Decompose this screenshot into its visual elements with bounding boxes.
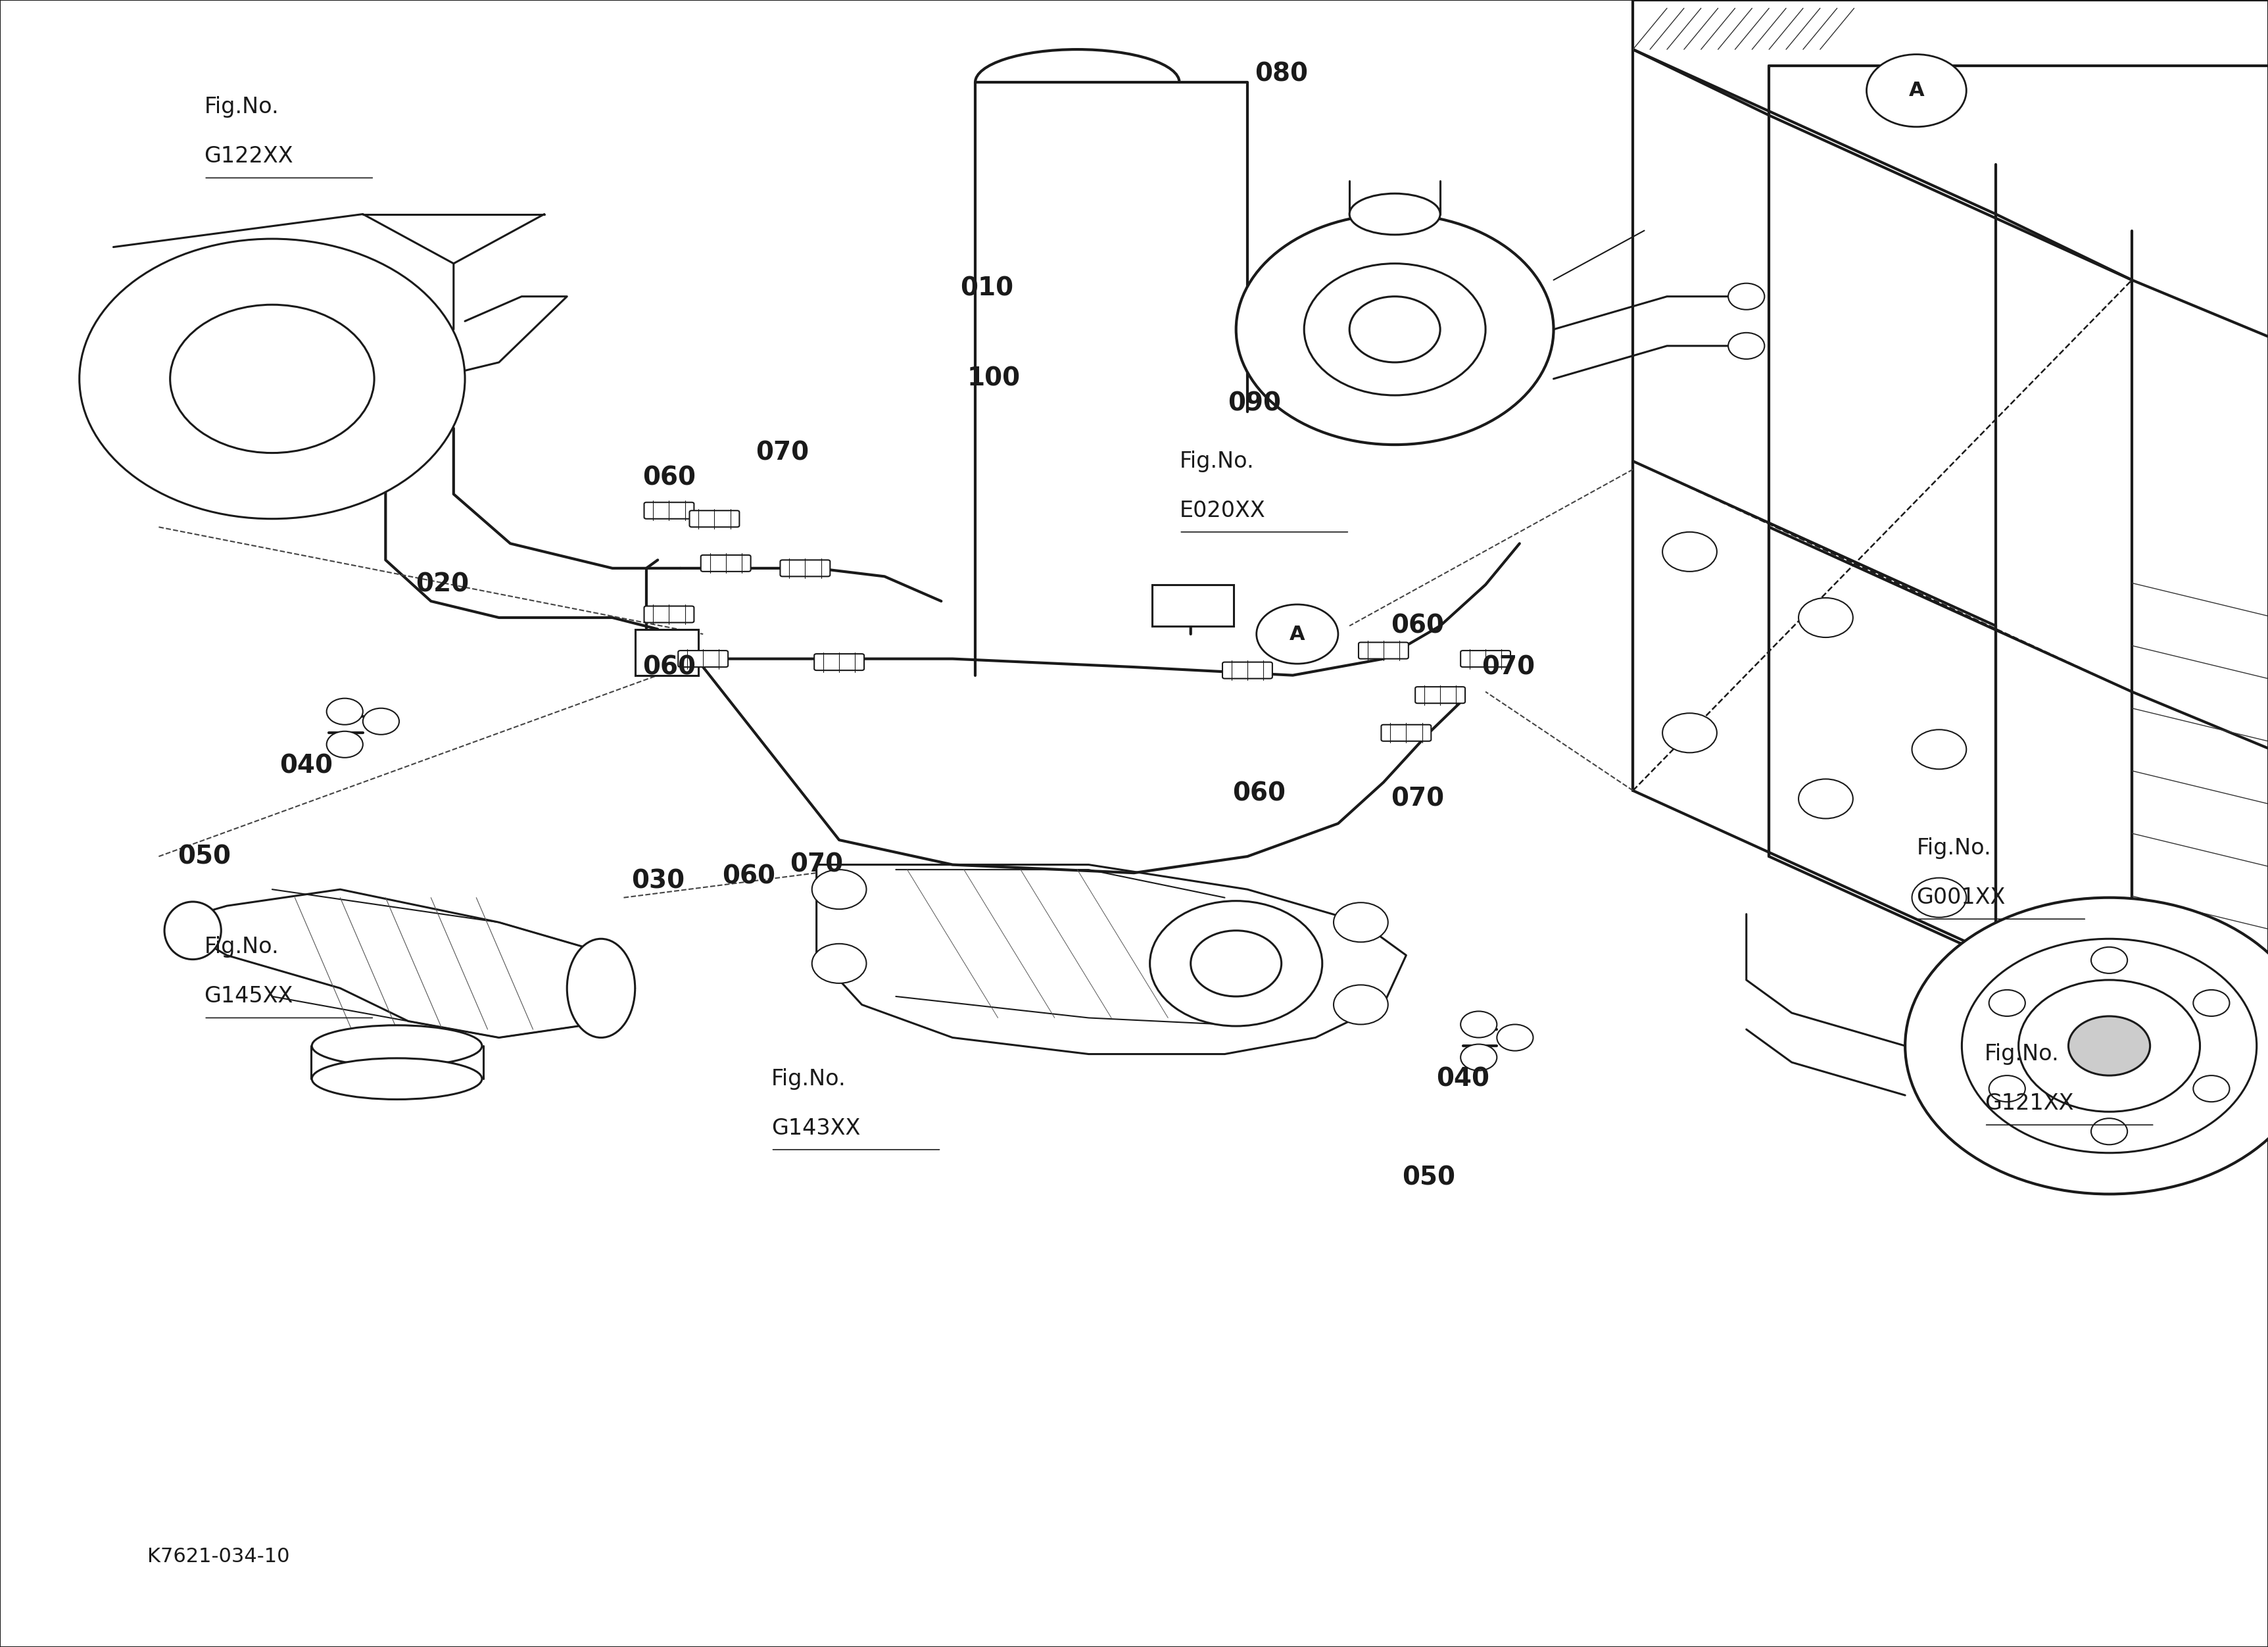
Ellipse shape [311, 1024, 481, 1067]
Circle shape [1461, 1044, 1497, 1071]
Text: G143XX: G143XX [771, 1117, 860, 1140]
Circle shape [1349, 296, 1440, 362]
Text: 060: 060 [642, 654, 696, 680]
Text: 060: 060 [721, 863, 776, 889]
Circle shape [1662, 532, 1717, 572]
Text: 070: 070 [1481, 654, 1535, 680]
FancyBboxPatch shape [644, 606, 694, 623]
Text: 080: 080 [1254, 61, 1309, 87]
FancyBboxPatch shape [1415, 687, 1465, 703]
Text: 020: 020 [415, 572, 469, 598]
FancyBboxPatch shape [1222, 662, 1272, 679]
Text: 100: 100 [966, 366, 1021, 392]
Text: 070: 070 [755, 440, 810, 466]
Text: 040: 040 [1436, 1066, 1490, 1092]
Circle shape [2019, 980, 2200, 1112]
Text: E020XX: E020XX [1179, 499, 1266, 522]
Text: Fig.No.: Fig.No. [204, 935, 279, 959]
Ellipse shape [163, 903, 222, 959]
Text: 010: 010 [959, 275, 1014, 301]
FancyBboxPatch shape [1359, 642, 1408, 659]
Circle shape [327, 731, 363, 758]
Text: Fig.No.: Fig.No. [1984, 1043, 2059, 1066]
Circle shape [2193, 1075, 2229, 1102]
FancyBboxPatch shape [678, 651, 728, 667]
Circle shape [1236, 214, 1554, 445]
Circle shape [1905, 898, 2268, 1194]
Circle shape [812, 944, 866, 983]
Text: Fig.No.: Fig.No. [771, 1067, 846, 1090]
Circle shape [1989, 990, 2025, 1016]
Circle shape [1256, 604, 1338, 664]
Ellipse shape [1349, 193, 1440, 234]
Circle shape [1304, 264, 1486, 395]
Text: G001XX: G001XX [1916, 886, 2005, 909]
Text: 070: 070 [1390, 786, 1445, 812]
FancyBboxPatch shape [701, 555, 751, 572]
Text: 060: 060 [1390, 613, 1445, 639]
Text: G145XX: G145XX [204, 985, 293, 1008]
Circle shape [1799, 598, 1853, 637]
Circle shape [1912, 730, 1966, 769]
Circle shape [812, 870, 866, 909]
Text: 040: 040 [279, 753, 333, 779]
Text: 070: 070 [789, 851, 844, 878]
Circle shape [79, 239, 465, 519]
Bar [1152, 585, 1234, 626]
Circle shape [1150, 901, 1322, 1026]
Text: A: A [1910, 81, 1923, 100]
Circle shape [170, 305, 374, 453]
Circle shape [1867, 54, 1966, 127]
Ellipse shape [311, 1059, 481, 1100]
Circle shape [2193, 990, 2229, 1016]
FancyBboxPatch shape [1461, 651, 1510, 667]
Circle shape [1912, 878, 1966, 917]
Circle shape [1461, 1011, 1497, 1038]
Text: 060: 060 [1232, 781, 1286, 807]
Ellipse shape [567, 939, 635, 1038]
Text: 030: 030 [631, 868, 685, 894]
Text: Fig.No.: Fig.No. [204, 96, 279, 119]
Circle shape [1334, 903, 1388, 942]
Text: 090: 090 [1227, 390, 1281, 417]
Circle shape [2091, 947, 2127, 973]
FancyBboxPatch shape [1381, 725, 1431, 741]
Text: Fig.No.: Fig.No. [1179, 450, 1254, 473]
Circle shape [2068, 1016, 2150, 1075]
Circle shape [1497, 1024, 1533, 1051]
Circle shape [1728, 283, 1765, 310]
Bar [635, 629, 699, 675]
Text: K7621-034-10: K7621-034-10 [147, 1547, 290, 1566]
FancyBboxPatch shape [780, 560, 830, 576]
Text: Fig.No.: Fig.No. [1916, 837, 1991, 860]
Circle shape [1989, 1075, 2025, 1102]
Circle shape [1662, 713, 1717, 753]
Circle shape [363, 708, 399, 735]
FancyBboxPatch shape [644, 502, 694, 519]
Circle shape [1728, 333, 1765, 359]
Text: G121XX: G121XX [1984, 1092, 2073, 1115]
FancyBboxPatch shape [689, 511, 739, 527]
Circle shape [327, 698, 363, 725]
Circle shape [2091, 1118, 2127, 1145]
Text: 060: 060 [642, 464, 696, 491]
Circle shape [1191, 931, 1281, 996]
Text: 050: 050 [177, 843, 231, 870]
FancyBboxPatch shape [814, 654, 864, 670]
Circle shape [1799, 779, 1853, 819]
Circle shape [1962, 939, 2257, 1153]
Text: A: A [1290, 624, 1304, 644]
Text: 050: 050 [1402, 1164, 1456, 1191]
Text: G122XX: G122XX [204, 145, 293, 168]
Circle shape [1334, 985, 1388, 1024]
